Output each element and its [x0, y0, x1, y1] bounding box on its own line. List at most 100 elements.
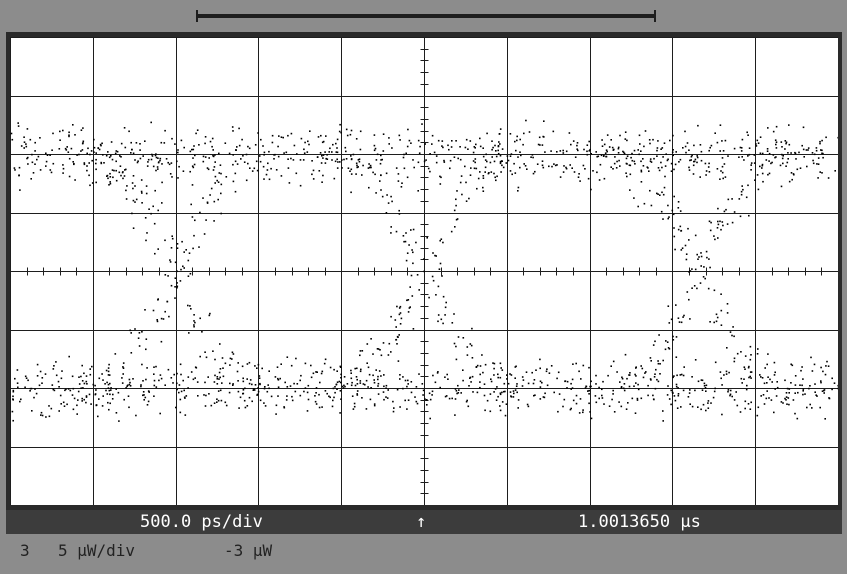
eye-sample-point — [221, 382, 223, 384]
eye-sample-point — [45, 165, 47, 167]
eye-sample-point — [437, 314, 440, 316]
eye-sample-point — [675, 383, 678, 386]
eye-sample-point — [492, 362, 494, 364]
eye-sample-point — [172, 382, 174, 384]
eye-sample-point — [300, 137, 303, 140]
eye-sample-point — [649, 189, 651, 192]
eye-sample-point — [192, 247, 194, 250]
eye-sample-point — [520, 154, 522, 157]
eye-sample-point — [187, 304, 189, 307]
eye-sample-point — [448, 148, 450, 151]
eye-sample-point — [332, 143, 334, 146]
eye-sample-point — [479, 171, 481, 173]
eye-sample-point — [656, 155, 658, 157]
eye-sample-point — [147, 158, 150, 161]
eye-sample-point — [733, 335, 735, 338]
eye-sample-point — [64, 389, 66, 392]
eye-sample-point — [617, 152, 620, 154]
eye-sample-point — [586, 150, 588, 153]
eye-sample-point — [181, 240, 183, 243]
eye-sample-point — [781, 157, 784, 160]
eye-sample-point — [323, 362, 326, 365]
eye-sample-point — [741, 138, 744, 141]
eye-sample-point — [512, 390, 515, 392]
eye-sample-point — [689, 270, 692, 272]
eye-sample-point — [378, 370, 381, 372]
eye-sample-point — [228, 152, 231, 155]
eye-sample-point — [415, 400, 418, 403]
eye-sample-point — [356, 390, 359, 392]
eye-sample-point — [251, 383, 253, 386]
eye-sample-point — [339, 366, 342, 368]
eye-sample-point — [55, 361, 57, 363]
eye-sample-point — [426, 399, 428, 401]
eye-sample-point — [623, 152, 626, 155]
eye-sample-point — [444, 376, 446, 378]
eye-sample-point — [626, 175, 628, 178]
eye-sample-point — [89, 373, 92, 376]
eye-sample-point — [245, 153, 248, 156]
eye-sample-point — [439, 386, 441, 389]
eye-sample-point — [289, 385, 292, 387]
eye-sample-point — [787, 397, 790, 399]
eye-sample-point — [515, 149, 517, 152]
eye-sample-point — [145, 348, 147, 351]
eye-sample-point — [350, 173, 353, 175]
eye-sample-point — [416, 274, 419, 276]
eye-sample-point — [153, 379, 156, 382]
eye-sample-point — [484, 159, 487, 161]
eye-sample-point — [19, 400, 21, 403]
eye-sample-point — [806, 165, 808, 168]
eye-sample-point — [338, 380, 341, 383]
eye-sample-point — [45, 416, 47, 418]
eye-sample-point — [704, 162, 707, 165]
eye-sample-point — [753, 162, 756, 164]
eye-sample-point — [204, 136, 207, 138]
eye-sample-point — [214, 182, 216, 184]
eye-sample-point — [550, 150, 552, 152]
eye-sample-point — [814, 383, 816, 385]
eye-sample-point — [399, 323, 402, 325]
eye-sample-point — [717, 207, 719, 210]
eye-sample-point — [486, 399, 489, 402]
eye-sample-point — [368, 186, 370, 189]
eye-sample-point — [490, 378, 492, 380]
eye-sample-point — [83, 162, 86, 164]
eye-sample-point — [702, 276, 705, 278]
eye-sample-point — [146, 165, 149, 167]
eye-sample-point — [416, 402, 419, 405]
eye-sample-point — [228, 391, 231, 394]
eye-sample-point — [450, 230, 453, 233]
eye-sample-point — [349, 133, 352, 136]
eye-sample-point — [299, 394, 302, 397]
eye-sample-point — [178, 165, 180, 168]
eye-sample-point — [786, 161, 789, 164]
channel-number: 3 — [20, 541, 30, 560]
eye-sample-point — [246, 405, 249, 407]
eye-sample-point — [341, 159, 343, 161]
eye-sample-point — [825, 136, 827, 139]
eye-sample-point — [794, 412, 796, 415]
eye-sample-point — [373, 149, 376, 152]
eye-sample-point — [399, 374, 401, 376]
eye-sample-point — [345, 158, 348, 160]
eye-sample-point — [36, 158, 38, 161]
eye-sample-point — [375, 159, 378, 161]
eye-sample-point — [109, 182, 112, 185]
eye-sample-point — [407, 383, 409, 385]
eye-sample-point — [698, 256, 700, 258]
eye-sample-point — [234, 190, 237, 193]
eye-sample-point — [756, 139, 759, 142]
eye-sample-point — [750, 401, 752, 404]
eye-sample-point — [375, 192, 377, 194]
eye-sample-point — [575, 394, 578, 397]
eye-sample-point — [649, 158, 652, 160]
eye-sample-point — [534, 394, 536, 396]
eye-sample-point — [355, 138, 358, 140]
eye-sample-point — [312, 178, 315, 180]
eye-sample-point — [81, 400, 83, 402]
eye-sample-point — [435, 161, 438, 164]
eye-sample-point — [122, 177, 124, 180]
eye-sample-point — [782, 155, 784, 157]
eye-sample-point — [458, 389, 460, 391]
